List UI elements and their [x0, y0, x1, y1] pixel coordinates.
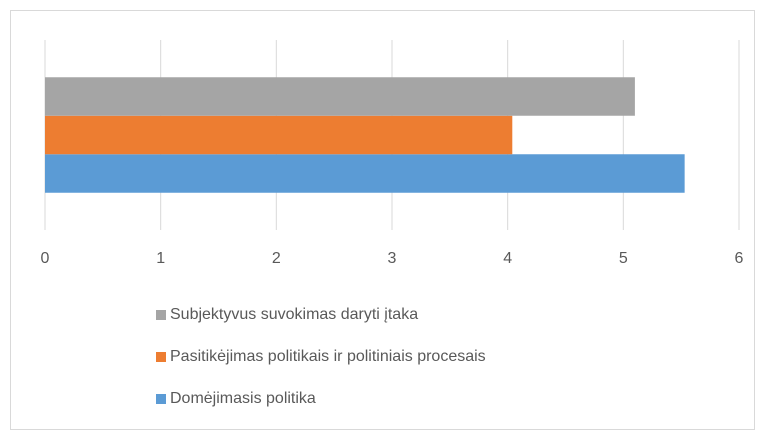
x-tick-label: 6: [735, 250, 744, 267]
legend-label: Pasitikėjimas politikais ir politiniais …: [170, 348, 486, 365]
x-tick-label: 0: [41, 250, 50, 267]
x-tick-label: 2: [272, 250, 281, 267]
x-tick-label: 5: [619, 250, 628, 267]
chart-border: [10, 10, 755, 430]
bar: [45, 154, 685, 193]
legend-swatch: [156, 394, 166, 404]
x-tick-label: 1: [156, 250, 165, 267]
legend-swatch: [156, 310, 166, 320]
bar: [45, 115, 513, 155]
x-tick-label: 3: [388, 250, 397, 267]
legend-swatch: [156, 352, 166, 362]
legend-label: Domėjimasis politika: [170, 390, 316, 407]
bar: [45, 77, 635, 116]
legend-label: Subjektyvus suvokimas daryti įtaka: [170, 306, 418, 323]
x-tick-label: 4: [503, 250, 512, 267]
